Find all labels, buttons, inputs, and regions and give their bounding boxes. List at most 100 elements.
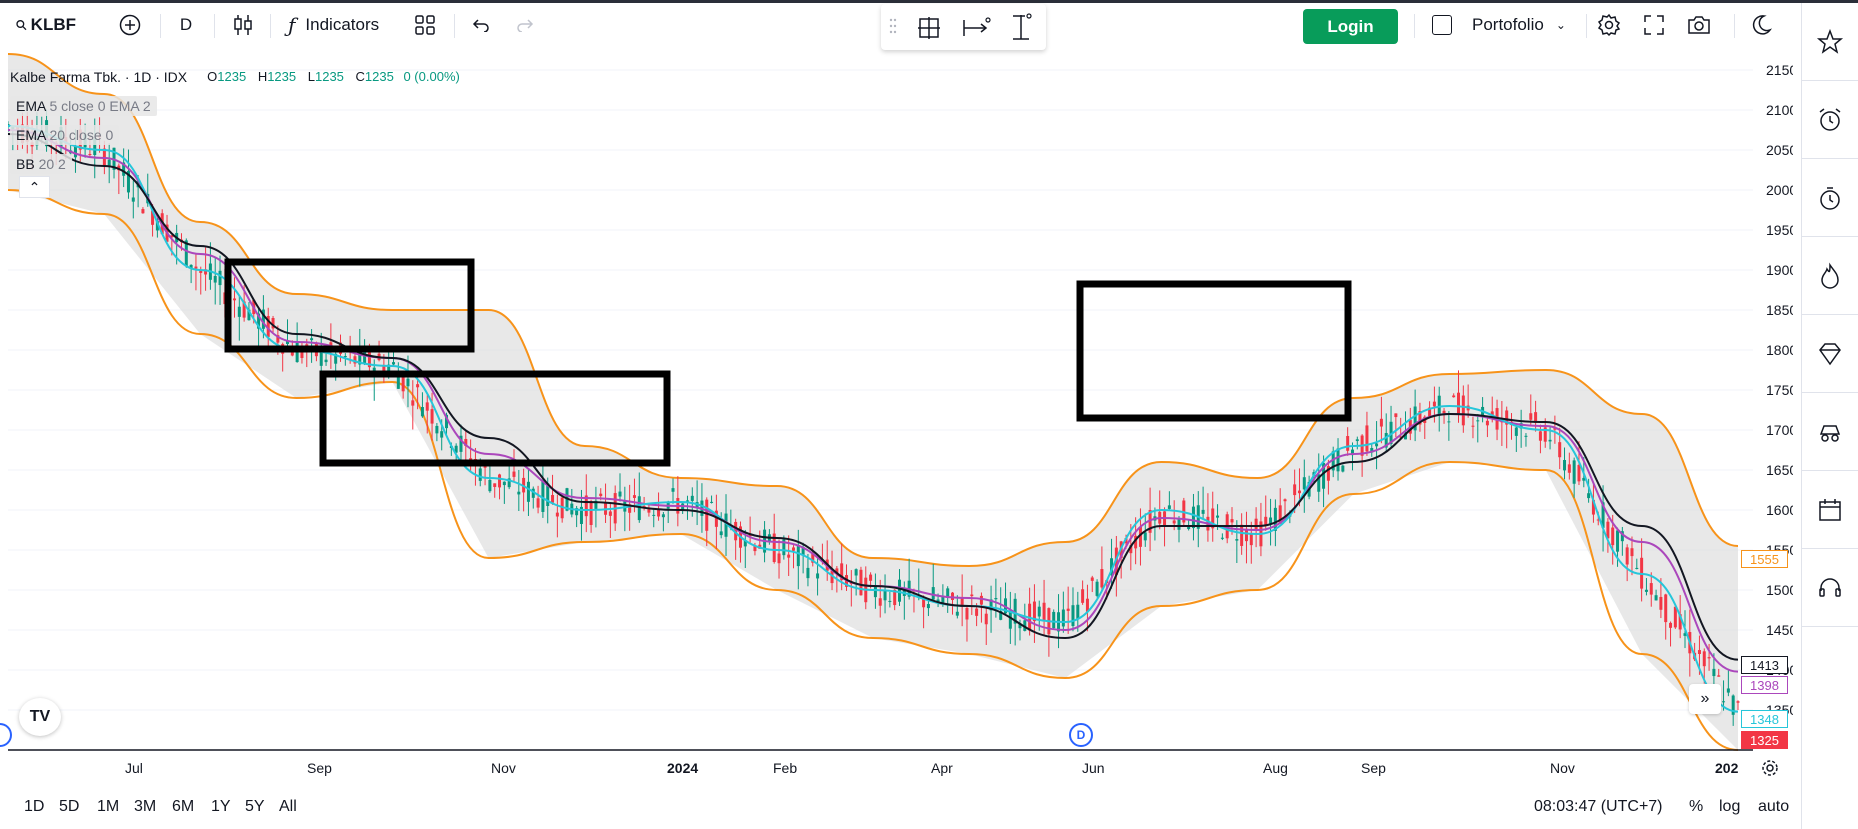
candle-body [1249, 532, 1253, 546]
gear-icon [1597, 13, 1621, 37]
candle-body [705, 499, 709, 531]
settings-button[interactable] [1594, 3, 1624, 47]
legend-indicator-ema20[interactable]: EMA 20 close 0 [10, 120, 460, 149]
range-button[interactable]: 6M [172, 798, 195, 815]
indicator-params: 20 2 [38, 155, 66, 172]
candle-body [170, 235, 174, 238]
undo-button[interactable] [468, 3, 494, 47]
double-chevron-right-icon: » [1700, 690, 1710, 707]
data-window-button[interactable] [1802, 159, 1858, 237]
candle-body [290, 349, 294, 356]
alerts-button[interactable] [1802, 81, 1858, 159]
clock[interactable]: 08:03:47 (UTC+7) [1534, 798, 1663, 815]
auto-toggle[interactable]: auto [1758, 798, 1790, 815]
candle-body [951, 592, 955, 601]
close-value: 1235 [364, 69, 394, 84]
range-button[interactable]: 5D [59, 798, 80, 815]
price-range-button[interactable] [1007, 12, 1035, 47]
interval-button[interactable]: D [179, 15, 193, 34]
premium-button[interactable] [1802, 315, 1858, 393]
gear-icon [1762, 760, 1778, 776]
scroll-to-realtime-button[interactable]: » [1689, 684, 1721, 714]
compare-symbol-button[interactable] [114, 3, 146, 47]
candle-body [1177, 519, 1181, 530]
collapse-legend-button[interactable]: ⌃ [19, 176, 50, 198]
drag-handle-icon[interactable] [889, 18, 897, 39]
indicator-params: 5 close 0 EMA 2 [49, 97, 151, 114]
candle-body [710, 501, 714, 503]
date-range-button[interactable] [961, 14, 991, 47]
theme-toggle-button[interactable] [1746, 3, 1776, 47]
ideas-button[interactable] [1802, 393, 1858, 471]
candle-body [1413, 406, 1417, 431]
range-button[interactable]: 1Y [211, 798, 231, 815]
date-price-range-button[interactable] [915, 14, 943, 47]
candle-body [1548, 439, 1552, 442]
candle-body [1278, 505, 1282, 524]
log-toggle[interactable]: log [1719, 798, 1741, 815]
candle-body [1620, 531, 1624, 542]
fullscreen-button[interactable] [1639, 3, 1669, 47]
candle-body [1297, 490, 1301, 494]
range-button[interactable]: 1M [97, 798, 120, 815]
hotlists-button[interactable] [1802, 237, 1858, 315]
candle-body [661, 514, 665, 518]
range-button[interactable]: 3M [134, 798, 157, 815]
candle-body [883, 590, 887, 601]
toolbar-divider [1414, 14, 1415, 38]
watchlist-button[interactable] [1802, 3, 1858, 81]
candle-body [1403, 433, 1407, 440]
chart-type-button[interactable] [230, 3, 256, 47]
range-button[interactable]: 1D [24, 798, 45, 815]
alarm-clock-icon [1819, 107, 1841, 131]
candle-body [1211, 508, 1215, 529]
range-button[interactable]: 5Y [245, 798, 265, 815]
range-button[interactable]: All [279, 798, 297, 815]
candle-body [1331, 451, 1335, 471]
screenshot-button[interactable] [1684, 3, 1714, 47]
legend-title[interactable]: Kalbe Farma Tbk. · 1D · IDX [10, 68, 188, 85]
candle-body [1524, 435, 1528, 437]
price-chart[interactable]: 2150 2100 2050 2000 1950 1900 1850 1800 1750 1700… [8, 50, 1793, 752]
candle-body [300, 349, 304, 359]
portfolio-dropdown[interactable]: Portofolio ⌄ [1432, 3, 1572, 47]
candle-body [276, 335, 280, 343]
candle-body [1606, 521, 1610, 539]
tv-logo-icon: TV [29, 708, 51, 725]
candle-body [1644, 589, 1648, 592]
candle-body [647, 509, 651, 513]
chart-pane[interactable]: 2150 2100 2050 2000 1950 1900 1850 1800 1750 1700… [8, 50, 1793, 752]
indicators-button[interactable]: ƒ Indicators [288, 3, 398, 47]
candle-body [1317, 474, 1321, 492]
candle-body [396, 373, 400, 389]
candle-body [1201, 509, 1205, 514]
redo-button[interactable] [512, 3, 538, 47]
calendar-button[interactable] [1802, 471, 1858, 549]
candle-body [1341, 465, 1345, 472]
candle-body [584, 495, 588, 517]
login-button[interactable]: Login [1303, 9, 1398, 44]
legend-indicator-bb[interactable]: BB 20 2 [10, 149, 460, 178]
candle-body [854, 569, 858, 576]
percent-toggle[interactable]: % [1689, 798, 1704, 815]
candle-body [941, 596, 945, 603]
symbol-search[interactable]: KLBF [16, 3, 76, 47]
candle-body [343, 356, 347, 358]
tradingview-logo[interactable]: TV [19, 698, 61, 736]
help-button[interactable] [1802, 549, 1858, 627]
candle-body [551, 495, 555, 503]
candle-body [724, 513, 728, 537]
low-key: L [307, 69, 315, 84]
layouts-button[interactable] [412, 3, 438, 47]
candle-body [1428, 407, 1432, 417]
toolbar-divider [270, 14, 271, 38]
dividend-marker[interactable]: D [1069, 723, 1093, 747]
legend-indicator-ema5[interactable]: EMA 5 close 0 EMA 2 [10, 91, 460, 120]
candle-body [637, 496, 641, 521]
candle-body [608, 511, 612, 516]
camera-icon [1688, 16, 1710, 34]
candle-body [232, 298, 236, 301]
axis-settings-button[interactable] [1760, 758, 1780, 783]
indicator-name: EMA [16, 126, 46, 143]
candle-body [1346, 436, 1350, 451]
